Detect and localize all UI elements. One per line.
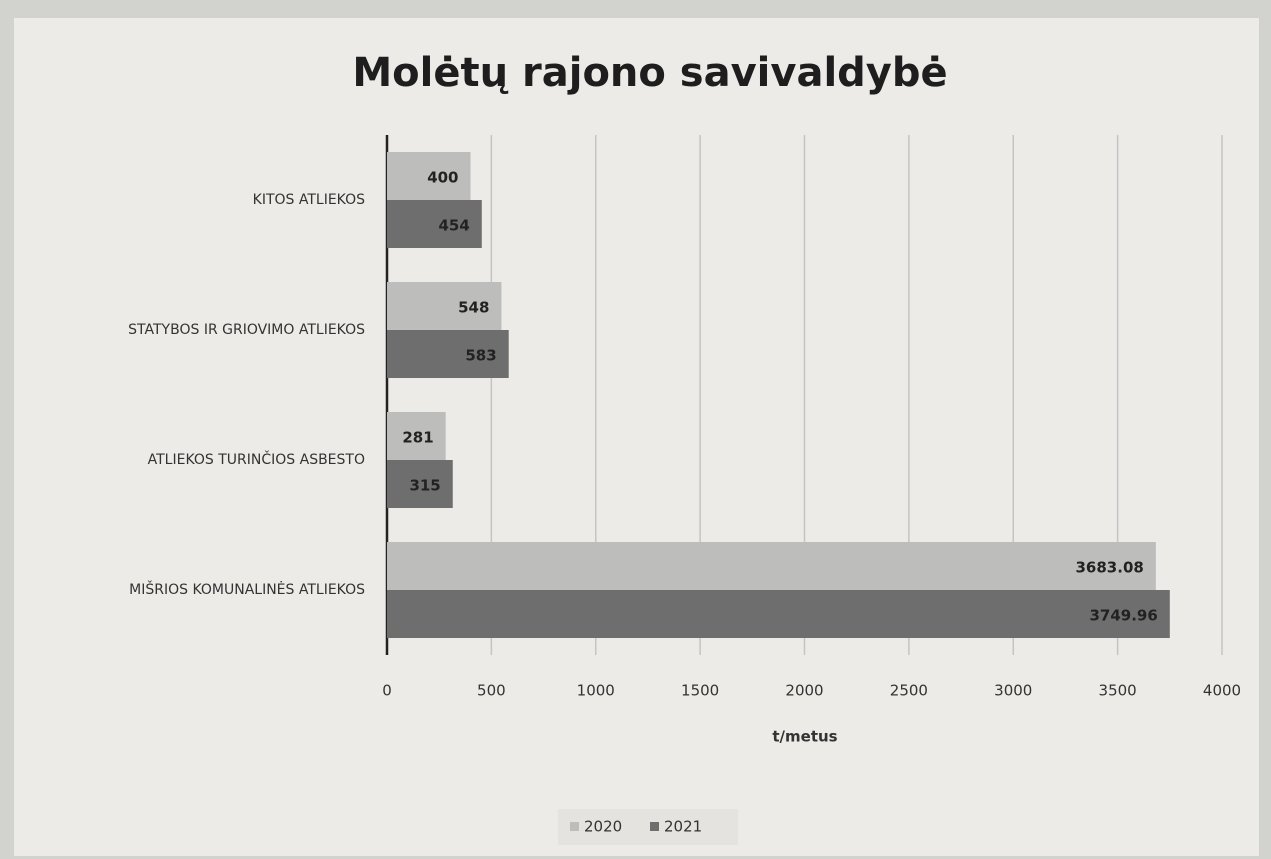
y-tick-label: ATLIEKOS TURINČIOS ASBESTO [148,450,365,468]
value-label: 400 [427,169,458,187]
x-tick-label: 3000 [994,682,1032,700]
x-tick-label: 1000 [577,682,615,700]
bar [387,282,502,330]
bar [387,460,453,508]
y-tick-label: KITOS ATLIEKOS [253,192,365,208]
y-tick-label: MIŠRIOS KOMUNALINĖS ATLIEKOS [129,580,365,598]
x-tick-label: 0 [382,682,392,700]
x-tick-label: 2000 [785,682,823,700]
bar [387,330,509,378]
x-tick-label: 500 [477,682,506,700]
bar [387,152,471,200]
value-label: 548 [458,299,489,317]
x-axis-label: t/metus [772,728,837,746]
bar [387,542,1156,590]
value-label: 583 [465,347,496,365]
bar [387,412,446,460]
legend-swatch [570,822,579,831]
chart-area [14,18,1259,856]
bar [387,200,482,248]
value-label: 3683.08 [1076,559,1144,577]
chart-title: Molėtų rajono savivaldybė [352,50,947,96]
legend-label: 2021 [664,818,702,836]
value-label: 315 [409,477,440,495]
value-label: 454 [438,217,469,235]
x-tick-label: 1500 [681,682,719,700]
legend-box [558,809,738,845]
legend-swatch [650,822,659,831]
y-tick-label: STATYBOS IR GRIOVIMO ATLIEKOS [128,322,365,338]
bar [387,590,1170,638]
value-label: 281 [402,429,433,447]
legend-label: 2020 [584,818,622,836]
x-tick-label: 4000 [1203,682,1241,700]
value-label: 3749.96 [1089,607,1157,625]
x-tick-label: 2500 [890,682,928,700]
x-tick-label: 3500 [1099,682,1137,700]
